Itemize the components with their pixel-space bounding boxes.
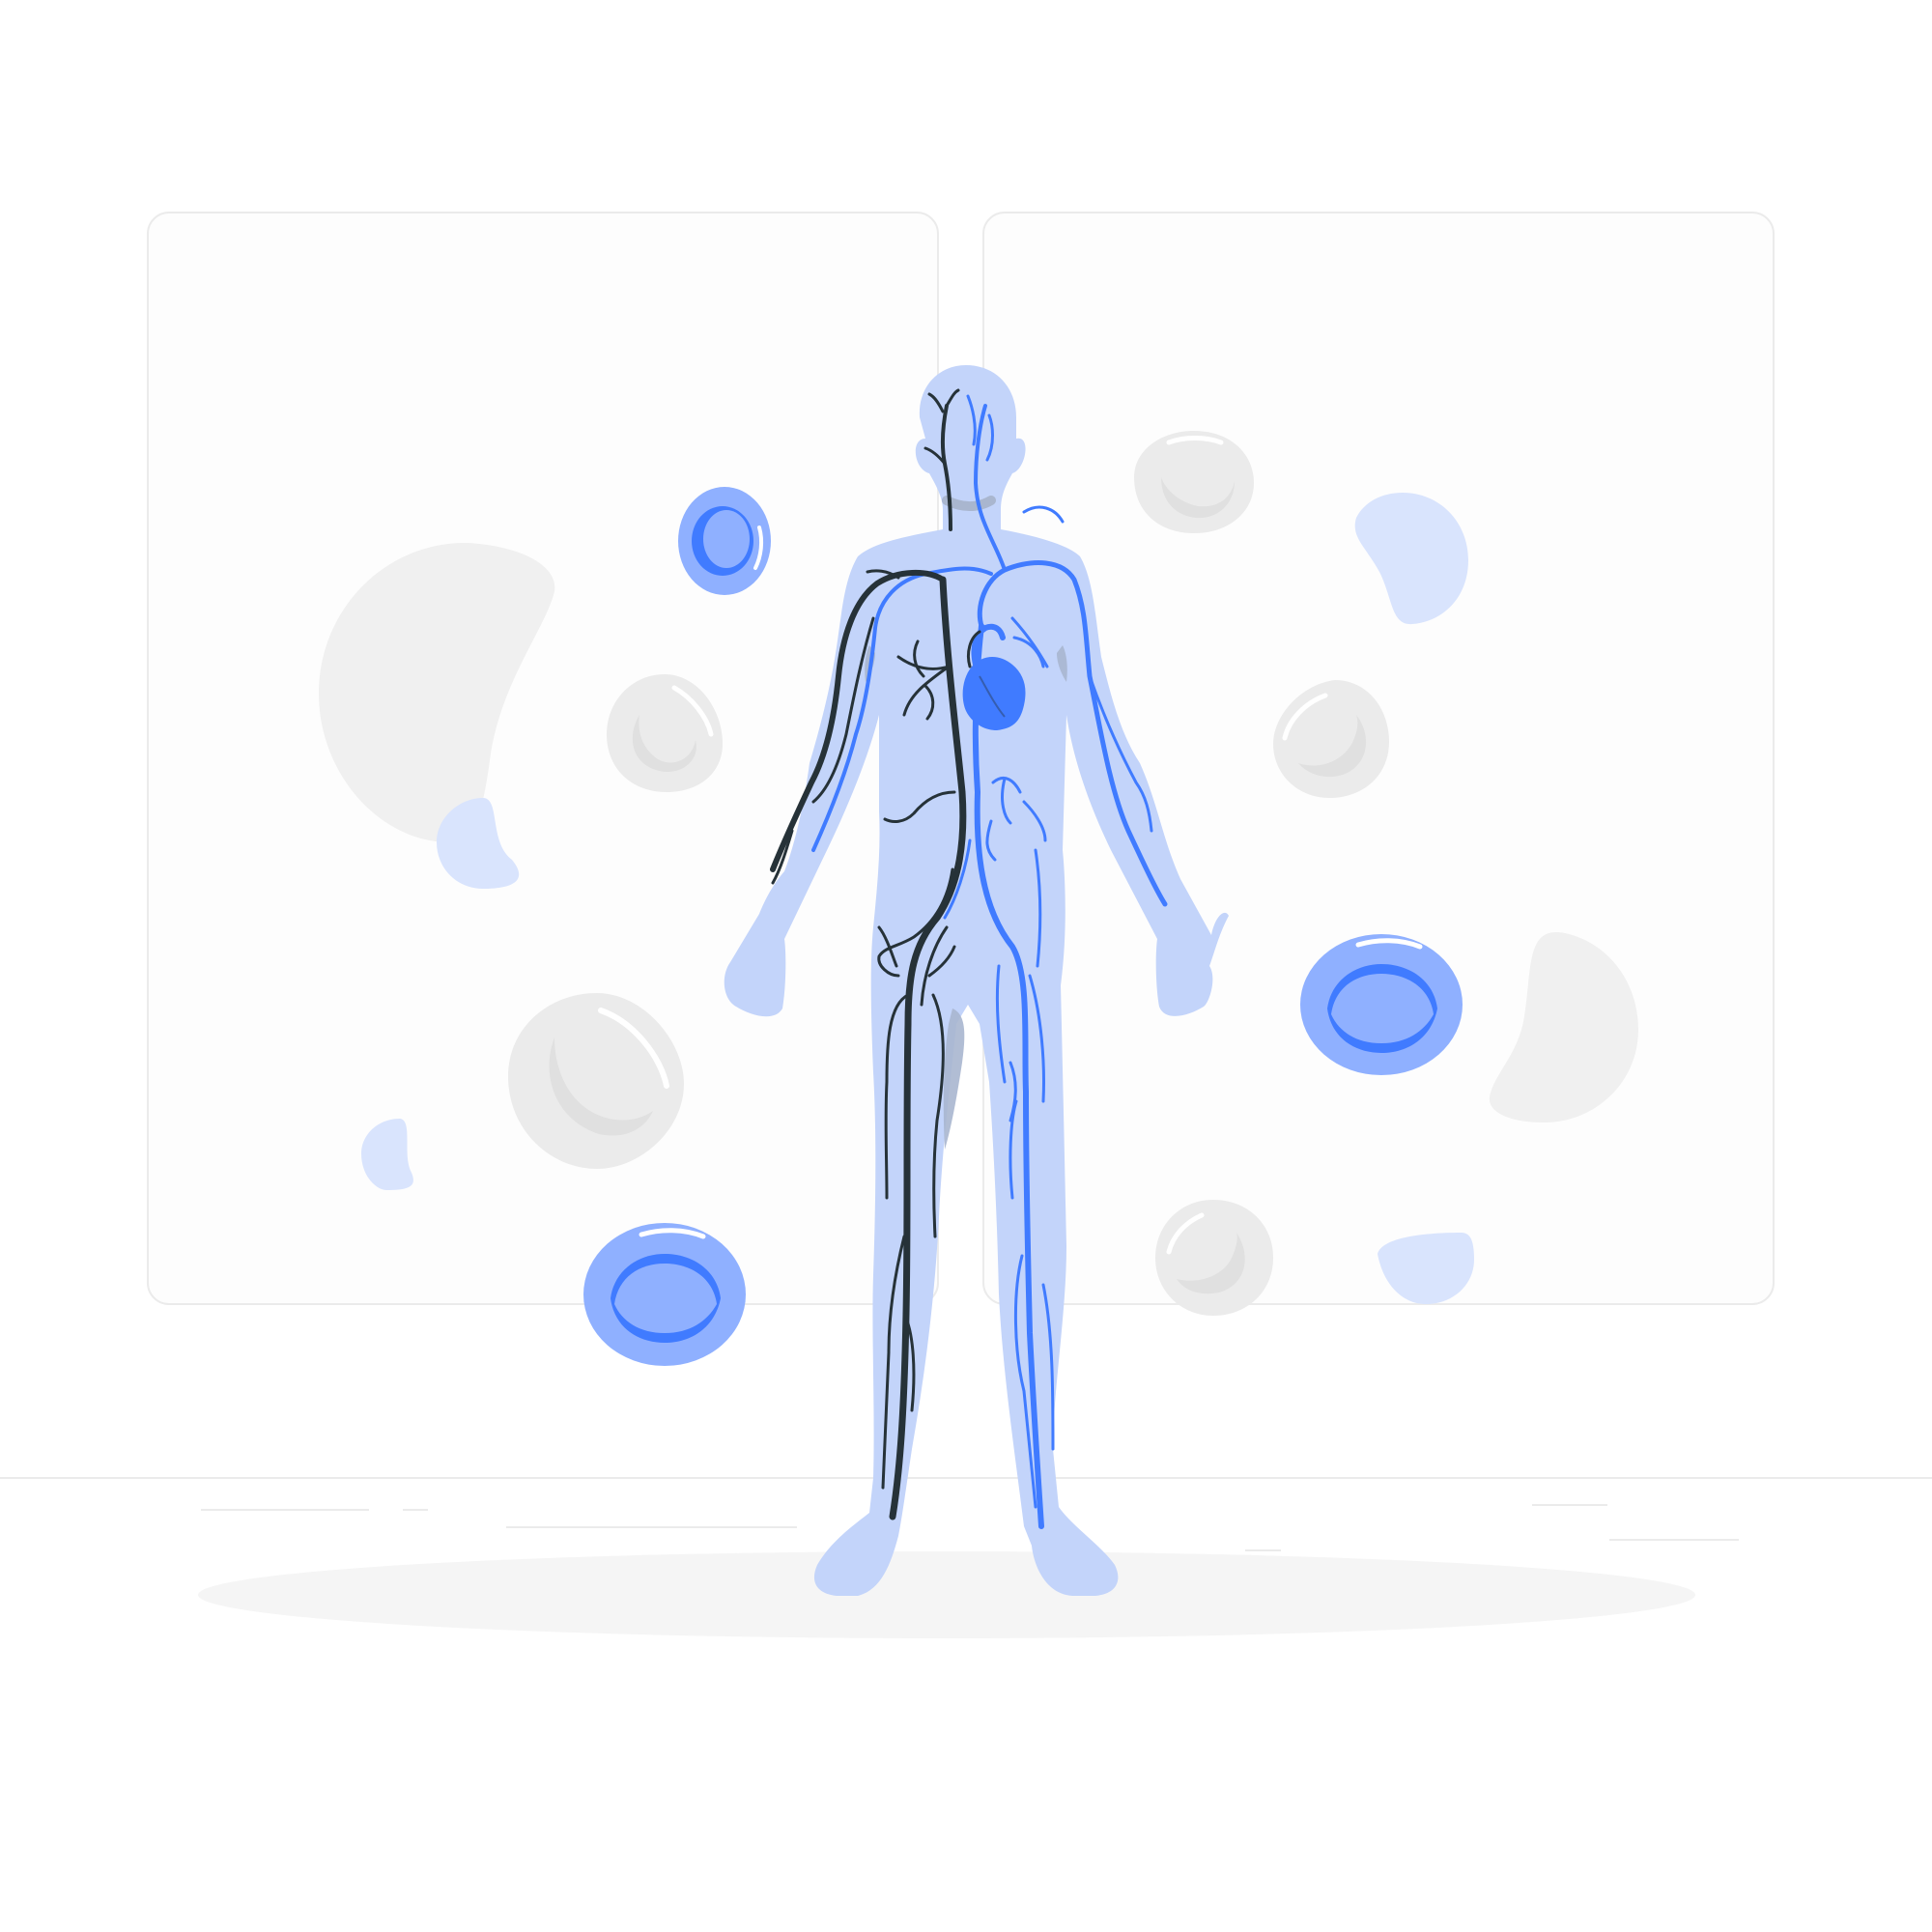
floor-dashes: [201, 1504, 1739, 1551]
red-blood-cell-icon: [1300, 934, 1463, 1075]
heart-icon: [962, 623, 1026, 730]
platelet-icon: [1378, 1233, 1474, 1304]
body-silhouette: [724, 365, 1229, 1596]
floor-shadow: [198, 1551, 1695, 1638]
white-blood-cell-icon: [508, 993, 684, 1169]
white-blood-cell-icon: [1273, 680, 1389, 798]
white-blood-cell-icon: [607, 674, 723, 792]
platelet-icon: [319, 542, 555, 842]
red-blood-cell-icon: [678, 487, 771, 595]
red-blood-cells: [583, 487, 1463, 1366]
arteries: [811, 394, 1168, 1529]
white-blood-cell-icon: [1155, 1200, 1273, 1316]
platelet-icon: [1489, 932, 1638, 1122]
platelet-icon: [1354, 493, 1468, 625]
white-blood-cells: [508, 431, 1389, 1316]
body-shadow: [1057, 645, 1067, 682]
platelet-icon: [361, 1119, 413, 1190]
red-blood-cell-icon: [583, 1223, 746, 1366]
veins: [770, 388, 967, 1520]
white-blood-cell-icon: [1134, 431, 1254, 533]
platelet-icon: [437, 798, 520, 889]
body-shadow: [943, 1009, 965, 1150]
platelets: [319, 493, 1638, 1304]
floor: [0, 1477, 1932, 1638]
